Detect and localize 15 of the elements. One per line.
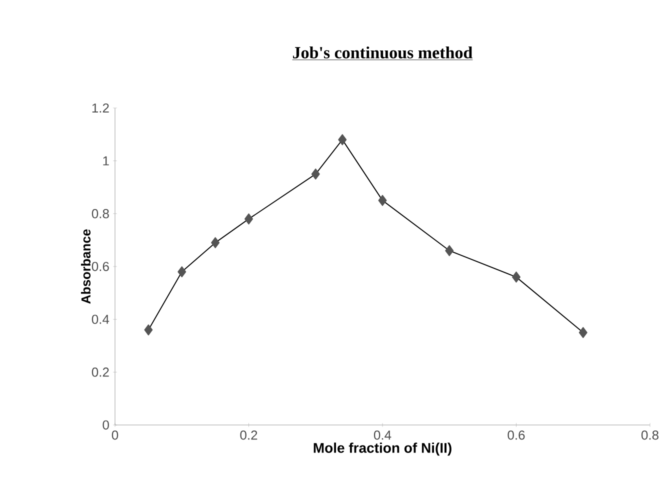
- y-tick-label: 1.2: [92, 103, 109, 113]
- x-tick-label: 0.6: [508, 430, 525, 440]
- x-tick-label: 0.8: [641, 430, 658, 440]
- y-tick-label: 0.6: [92, 262, 109, 272]
- y-tick-label: 0.4: [92, 314, 110, 324]
- y-tick-label: 0.2: [92, 368, 109, 377]
- x-tick-label: 0.4: [374, 430, 392, 440]
- y-axis-title: Absorbance: [80, 229, 91, 304]
- x-tick-label: 0.2: [240, 430, 258, 440]
- y-tick-label: 0.8: [92, 209, 109, 218]
- chart-title: Job's continuous method: [293, 46, 472, 58]
- x-tick-label: 0: [112, 430, 118, 440]
- x-axis-title: Mole fraction of Ni(II): [314, 442, 452, 456]
- y-tick-label: 0: [102, 420, 109, 430]
- y-tick-label: 1: [103, 156, 109, 166]
